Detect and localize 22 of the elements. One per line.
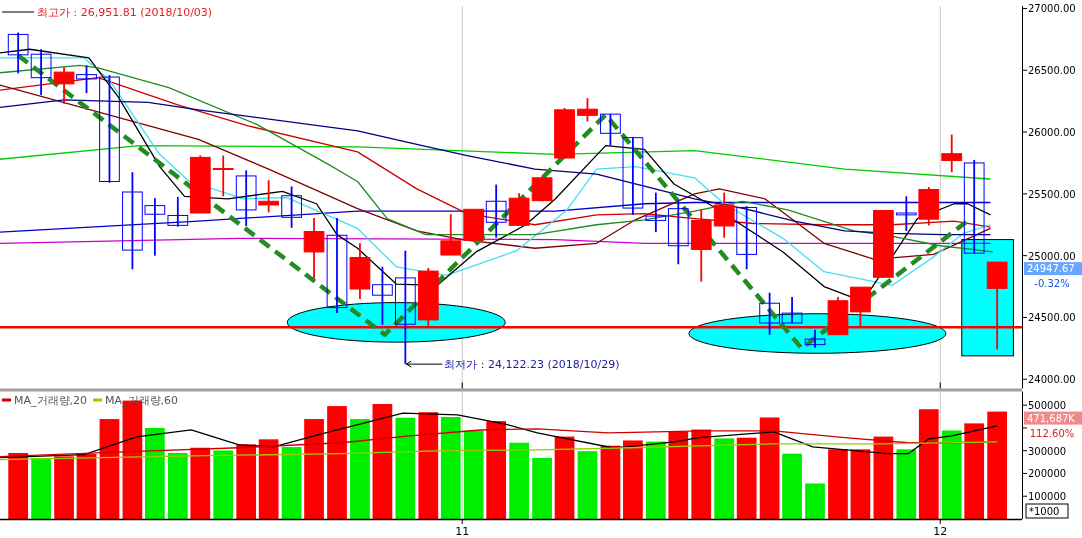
annotation: 최고가 : 26,951.81 (2018/10/03) <box>37 6 213 19</box>
text: *1000 <box>1029 506 1060 517</box>
y-tick-label: 25000.00 <box>1028 250 1076 262</box>
legend-label: MA_거래량,20 <box>14 393 88 407</box>
y-tick-label: 300000 <box>1028 445 1067 457</box>
annotation: 최저가 : 24,122.23 (2018/10/29) <box>444 358 620 372</box>
y-tick-label: 500000 <box>1028 400 1067 412</box>
text: 471,687K <box>1027 412 1076 424</box>
text: 24947.67 <box>1027 263 1075 275</box>
y-tick-label: 25500.00 <box>1028 188 1076 200</box>
y-tick-label: 24000.00 <box>1028 374 1076 386</box>
y-tick-label: 27000.00 <box>1028 3 1076 15</box>
y-tick-label: 100000 <box>1028 491 1067 503</box>
y-tick-label: 24500.00 <box>1028 312 1076 324</box>
text: 112.60% <box>1029 427 1075 439</box>
text: -0.32% <box>1034 278 1070 290</box>
x-tick-label: 12 <box>933 525 948 538</box>
y-tick-label: 200000 <box>1028 468 1067 480</box>
legend-label: MA_거래량,60 <box>105 393 179 407</box>
x-tick-label: 11 <box>455 525 470 538</box>
y-tick-label: 26000.00 <box>1028 127 1076 139</box>
y-tick-label: 26500.00 <box>1028 65 1076 77</box>
